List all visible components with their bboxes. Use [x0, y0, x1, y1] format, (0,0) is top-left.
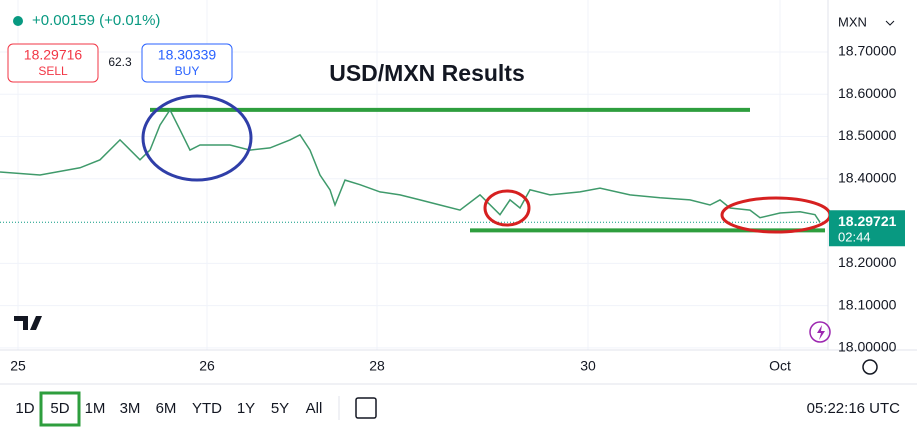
- settings-icon[interactable]: [862, 359, 878, 375]
- change: +0.00159 (+0.01%): [32, 12, 160, 29]
- sell-label: SELL: [38, 64, 68, 78]
- logo: [14, 316, 42, 330]
- y-tick-label: 18.60000: [838, 85, 897, 101]
- dropdown-arrow: [885, 20, 895, 26]
- range-button[interactable]: 5Y: [271, 400, 289, 417]
- buy-button[interactable]: [141, 43, 233, 83]
- range-button[interactable]: 1M: [85, 400, 106, 417]
- lightning: [817, 325, 825, 340]
- countdown: 02:44: [838, 230, 871, 245]
- highlight-circle: [483, 189, 531, 227]
- current-price-box: [829, 210, 905, 247]
- range-button[interactable]: YTD: [192, 400, 222, 417]
- spread: 62.3: [108, 55, 132, 69]
- range-button[interactable]: 1D: [15, 400, 34, 417]
- y-tick-label: 18.40000: [838, 170, 897, 186]
- y-tick-label: 18.10000: [838, 296, 897, 312]
- range-button[interactable]: 1Y: [237, 400, 255, 417]
- chart-title: USD/MXN Results: [329, 60, 525, 86]
- x-tick-label: Oct: [769, 358, 791, 374]
- price-line: [0, 108, 821, 223]
- currency[interactable]: MXN: [838, 14, 867, 29]
- date-range-icon[interactable]: [355, 397, 377, 419]
- toolbar: 1D 5D 1M 3M 6M YTD 1Y 5Y All: [15, 391, 323, 427]
- status-dot: [13, 16, 23, 26]
- highlight-circle: [141, 94, 253, 182]
- range-button[interactable]: 5D: [50, 400, 69, 417]
- x-tick-label: 26: [199, 358, 215, 374]
- range-button[interactable]: 3M: [120, 400, 141, 417]
- y-tick-label: 18.50000: [838, 127, 897, 143]
- current-price-label: 18.29721: [838, 213, 897, 229]
- buy-price: 18.30339: [158, 47, 217, 63]
- x-tick-label: 28: [369, 358, 385, 374]
- range-button[interactable]: 6M: [156, 400, 177, 417]
- range-button[interactable]: All: [306, 400, 323, 417]
- y-tick-label: 18.20000: [838, 254, 897, 270]
- x-tick-label: 25: [10, 358, 26, 374]
- x-tick-label: 30: [580, 358, 596, 374]
- sell-button[interactable]: [7, 43, 99, 83]
- y-tick-label: 18.00000: [838, 339, 897, 355]
- lightning-icon[interactable]: [809, 321, 831, 343]
- sell-price: 18.29716: [24, 47, 83, 63]
- active-range-box: [39, 391, 81, 427]
- clock: 05:22:16 UTC: [807, 400, 901, 417]
- y-tick-label: 18.70000: [838, 43, 897, 59]
- buy-label: BUY: [175, 64, 200, 78]
